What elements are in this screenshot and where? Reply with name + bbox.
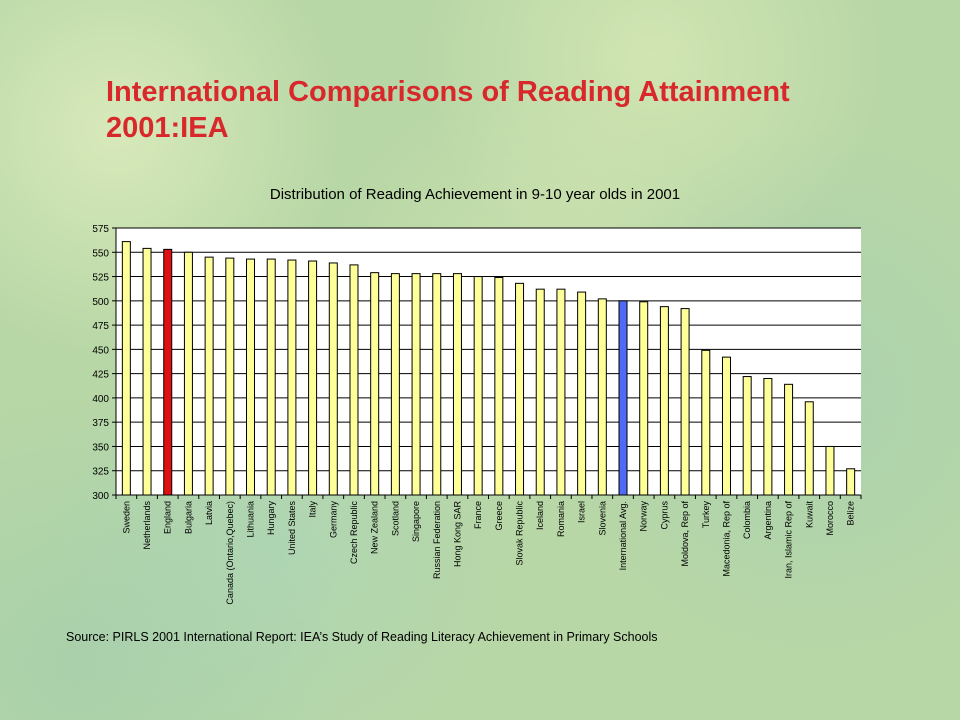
x-tick-label: Germany [328, 501, 338, 539]
bar [535, 288, 545, 496]
bar [308, 260, 318, 496]
bar [163, 248, 173, 496]
x-tick-label: Slovak Republic [515, 501, 525, 566]
bar [742, 376, 752, 496]
x-tick-label: Scotland [390, 501, 400, 536]
y-tick-label: 425 [92, 370, 109, 381]
bar [432, 273, 442, 496]
bar [349, 264, 359, 496]
x-tick-label: Latvia [204, 501, 214, 525]
x-tick-label: France [473, 501, 483, 529]
bar [370, 272, 380, 496]
bar [701, 349, 711, 496]
y-tick-label: 550 [92, 248, 109, 259]
x-tick-label: Hong Kong SAR [452, 501, 462, 568]
x-tick-label: Hungary [266, 501, 276, 536]
x-tick-label: Greece [494, 501, 504, 531]
bar [473, 276, 483, 496]
bar [659, 306, 669, 496]
bar [287, 259, 297, 496]
bar [225, 257, 235, 496]
x-tick-label: Cyprus [659, 501, 669, 530]
y-tick-label: 450 [92, 345, 109, 356]
x-tick-label: Turkey [701, 501, 711, 529]
x-tick-label: Belize [846, 501, 856, 526]
x-tick-label: Macedonia, Rep of [721, 501, 731, 577]
bar [804, 401, 814, 496]
x-tick-label: Moldova, Rep of [680, 501, 690, 567]
bar [680, 308, 690, 496]
x-tick-label: Singapore [411, 501, 421, 542]
y-tick-label: 350 [92, 442, 109, 453]
bar [721, 356, 731, 496]
y-tick-label: 475 [92, 321, 109, 332]
x-tick-label: Slovenia [597, 501, 607, 536]
plot-area [116, 228, 861, 495]
y-tick-label: 325 [92, 467, 109, 478]
x-tick-label: Netherlands [142, 501, 152, 550]
x-tick-label: Bulgaria [183, 501, 193, 534]
y-tick-label: 300 [92, 491, 109, 502]
slide-title: International Comparisons of Reading Att… [106, 76, 790, 144]
y-tick-label: 400 [92, 394, 109, 405]
y-tick-label: 525 [92, 273, 109, 284]
x-tick-label: Argentina [763, 501, 773, 540]
x-tick-label: Russian Federation [432, 501, 442, 579]
x-tick-label: Italy [308, 501, 318, 518]
bar [121, 241, 131, 496]
x-tick-label: Kuwait [804, 501, 814, 529]
bar [246, 258, 256, 496]
bar [515, 282, 525, 496]
x-tick-label: Czech Republic [349, 501, 359, 565]
bar [825, 445, 835, 496]
bar [784, 383, 794, 496]
x-tick-label: New Zealand [370, 501, 380, 554]
x-tick-label: Sweden [121, 501, 131, 534]
x-tick-label: Norway [639, 501, 649, 532]
bar [266, 258, 276, 496]
x-tick-label: Canada (Ontario,Quebec) [225, 501, 235, 605]
bar [142, 247, 152, 496]
x-tick-label: Israel [577, 501, 587, 523]
y-tick-label: 575 [92, 224, 109, 235]
bar [763, 377, 773, 496]
x-tick-label: United States [287, 501, 297, 556]
x-tick-label: Romania [556, 501, 566, 537]
bar [494, 277, 504, 496]
bar [556, 288, 566, 496]
bar [452, 273, 462, 496]
bar [577, 291, 587, 496]
x-tick-label: Lithuania [246, 501, 256, 538]
x-tick-label: Morocco [825, 501, 835, 536]
chart-title: Distribution of Reading Achievement in 9… [0, 186, 960, 203]
bar [411, 273, 421, 496]
bar [390, 273, 400, 496]
bar [846, 468, 856, 496]
x-tick-label: England [163, 501, 173, 534]
x-tick-label: Iceland [535, 501, 545, 530]
bar [183, 251, 193, 496]
y-tick-label: 375 [92, 418, 109, 429]
source-note: Source: PIRLS 2001 International Report:… [66, 630, 658, 644]
chart-title-text: Distribution of Reading Achievement in 9… [269, 186, 681, 203]
bar [328, 262, 338, 496]
bar [204, 256, 214, 496]
x-tick-label: Iran, Islamic Rep of [784, 501, 794, 579]
x-tick-label: International Avg. [618, 501, 628, 570]
y-tick-label: 500 [92, 297, 109, 308]
bar [597, 298, 607, 496]
x-tick-label: Colombia [742, 501, 752, 539]
bar [639, 301, 649, 496]
bar [618, 300, 628, 496]
